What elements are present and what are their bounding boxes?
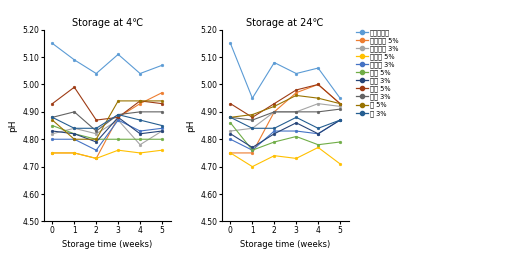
X-axis label: Storage time (weeks): Storage time (weeks) [62,240,152,249]
X-axis label: Storage time (weeks): Storage time (weeks) [240,240,330,249]
Title: Storage at 24℃: Storage at 24℃ [247,18,324,28]
Legend: 쌍앨고주장, 블루베리 5%, 블루베리 3%, 토마토 5%, 토마토 3%, 딸기 5%, 딸기 3%, 포도 5%, 포도 3%, 마 5%, 마 3%: 쌍앨고주장, 블루베리 5%, 블루베리 3%, 토마토 5%, 토마토 3%,… [356,29,399,117]
Y-axis label: pH: pH [186,119,195,132]
Title: Storage at 4℃: Storage at 4℃ [72,18,143,28]
Y-axis label: pH: pH [8,119,17,132]
